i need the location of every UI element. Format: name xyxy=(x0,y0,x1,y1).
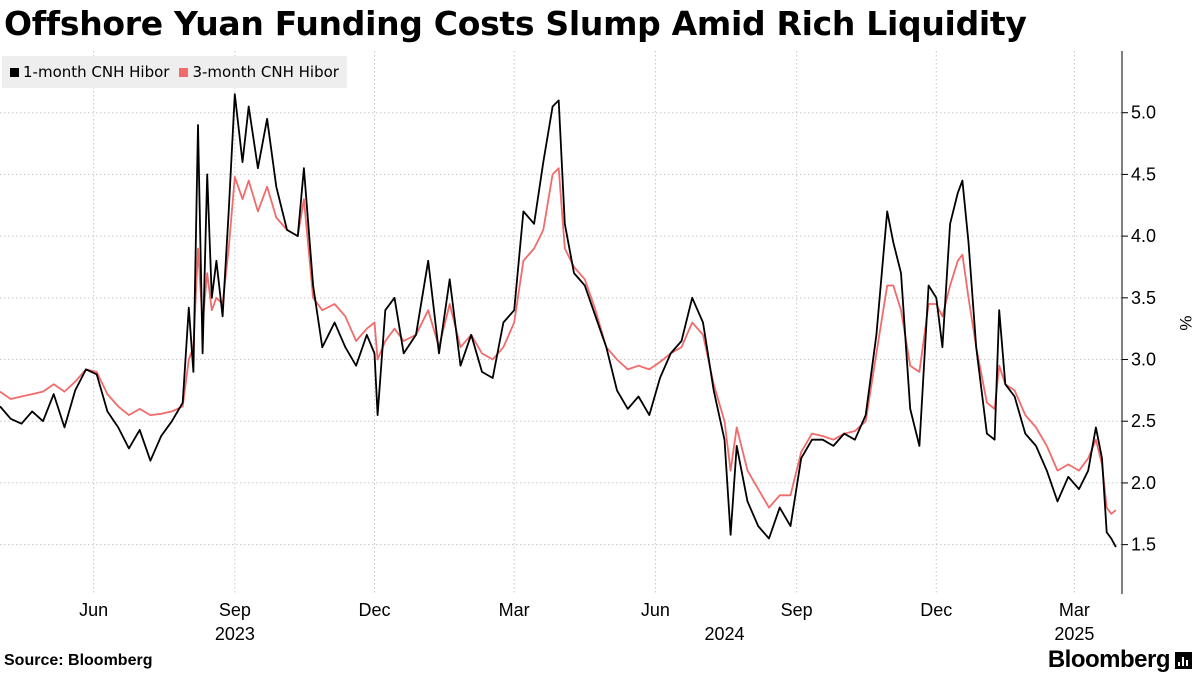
gridlines xyxy=(0,51,1122,594)
x-tick-label: Jun xyxy=(641,600,670,620)
bloomberg-logo-text: Bloomberg xyxy=(1047,646,1171,673)
y-tick-label: 2.5 xyxy=(1131,411,1156,431)
y-tick-label: 3.5 xyxy=(1131,288,1156,308)
x-year-label: 2024 xyxy=(704,624,744,644)
legend-item-1m: 1-month CNH Hibor xyxy=(10,63,169,81)
x-tick-label: Mar xyxy=(1059,600,1090,620)
legend-swatch-3m xyxy=(179,67,189,77)
legend-item-3m: 3-month CNH Hibor xyxy=(179,63,339,81)
x-tick-label: Sep xyxy=(219,600,251,620)
x-year-label: 2023 xyxy=(215,624,255,644)
y-tick-label: 5.0 xyxy=(1131,103,1156,123)
y-tick-label: 2.0 xyxy=(1131,473,1156,493)
y-axis-label: % xyxy=(1176,315,1195,330)
x-tick-label: Sep xyxy=(781,600,813,620)
legend-swatch-1m xyxy=(10,67,19,77)
x-tick-label: Dec xyxy=(920,600,952,620)
bloomberg-bars-icon xyxy=(1175,651,1192,669)
x-year-label: 2025 xyxy=(1054,624,1094,644)
source-note: Source: Bloomberg xyxy=(4,652,153,669)
series-line xyxy=(0,93,1117,548)
axes: 1.5 2.0 2.5 3.0 3.5 4.0 4.5 5.0 Jun Sep Dec Mar Jun S… xyxy=(79,51,1195,644)
legend-label-3m: 3-month CNH Hibor xyxy=(192,63,339,81)
y-tick-label: 3.0 xyxy=(1131,350,1156,370)
series-line xyxy=(0,167,1117,515)
legend-label-1m: 1-month CNH Hibor xyxy=(23,63,170,81)
series-lines xyxy=(0,93,1117,548)
x-tick-label: Mar xyxy=(499,600,530,620)
bloomberg-logo: Bloomberg xyxy=(1048,646,1192,674)
y-tick-label: 4.0 xyxy=(1131,226,1156,246)
legend: 1-month CNH Hibor 3-month CNH Hibor xyxy=(2,56,347,88)
x-tick-label: Jun xyxy=(79,600,108,620)
x-tick-label: Dec xyxy=(359,600,391,620)
y-tick-label: 4.5 xyxy=(1131,164,1156,184)
y-tick-label: 1.5 xyxy=(1131,535,1156,555)
chart-title: Offshore Yuan Funding Costs Slump Amid R… xyxy=(4,4,1027,43)
